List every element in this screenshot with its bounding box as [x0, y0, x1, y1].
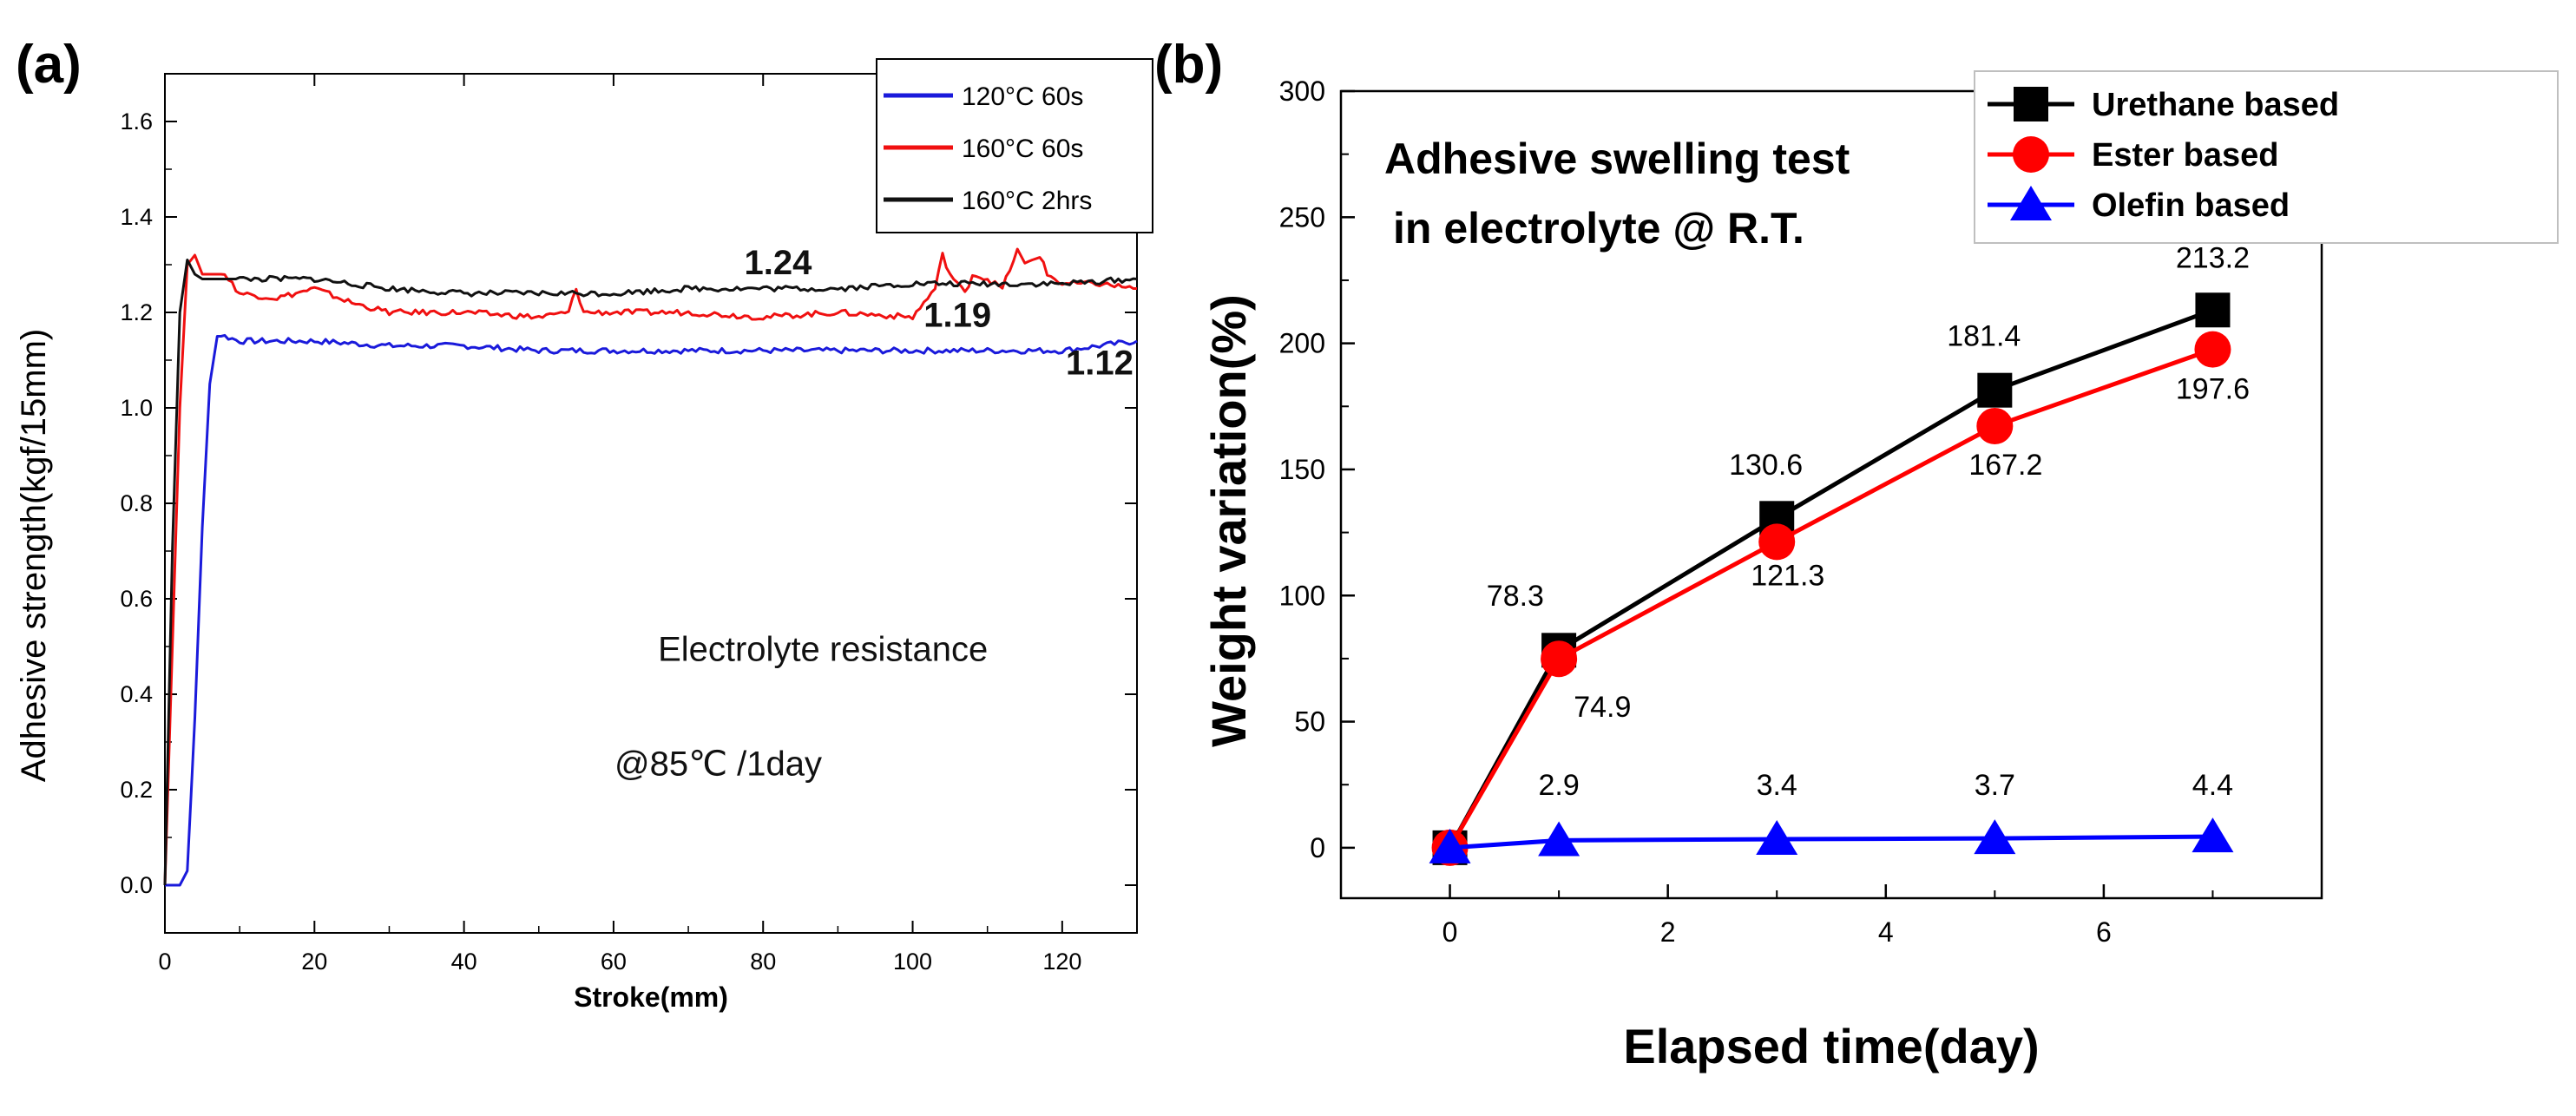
legend-label: Ester based: [2092, 137, 2278, 174]
series-line-2: [163, 259, 1138, 886]
x-tick-label: 120: [1042, 949, 1081, 975]
legend-label: 160°C 60s: [962, 135, 1083, 163]
data-label: 78.3: [1487, 580, 1544, 613]
legend-marker-triangle: [2010, 186, 2052, 220]
olefin-marker: [1756, 819, 1798, 855]
data-label: 3.4: [1757, 769, 1797, 802]
series-line-1: [163, 247, 1137, 886]
panel-label: (b): [1154, 35, 1223, 95]
x-tick-label: 80: [750, 949, 776, 975]
y-tick-label: 50: [1294, 706, 1325, 738]
panel-b-weight-variation-chart: 0 2 4 6 0 50 100 150 200 250 300 Elapsed time(day) W…: [1154, 35, 2559, 1073]
x-tick-label: 20: [301, 949, 327, 975]
legend-marker-circle: [2013, 136, 2049, 173]
urethane-marker: [1977, 372, 2013, 408]
olefin-marker: [2192, 817, 2234, 853]
x-axis-label: Elapsed time(day): [1623, 1019, 2039, 1073]
annotation-note: Electrolyte resistance: [658, 631, 988, 669]
data-label: 197.6: [2176, 373, 2250, 406]
data-label: 2.9: [1538, 769, 1579, 802]
x-tick-label: 60: [601, 949, 627, 975]
annotation-value: 1.12: [1066, 345, 1134, 383]
legend-label: 160°C 2hrs: [962, 187, 1092, 215]
olefin-marker: [1974, 819, 2016, 855]
data-label: 4.4: [2192, 769, 2233, 802]
y-tick-label: 0: [1310, 832, 1325, 863]
y-tick-label: 1.2: [120, 299, 153, 325]
y-tick-label: 0.4: [120, 681, 153, 707]
y-tick-label: 250: [1279, 201, 1325, 233]
legend-marker-square: [2014, 87, 2048, 121]
y-tick-label: 0.6: [120, 586, 153, 612]
panel-a-adhesive-strength-chart: 0 20 40 60 80 100 120 0.0 0.2 0.4 0.6 0.8 1.0 1.2 1.4 1…: [15, 35, 1153, 1013]
legend-label: Urethane based: [2092, 87, 2339, 123]
y-tick-label: 1.6: [120, 108, 153, 135]
plot-frame: [1339, 89, 2323, 900]
y-tick-label: 0.2: [120, 777, 153, 803]
y-tick-label: 1.0: [120, 395, 153, 421]
legend: Urethane based Ester based Olefin based: [1974, 70, 2559, 244]
x-tick-label: 2: [1660, 916, 1676, 948]
y-axis-label: Adhesive strength(kgf/15mm): [15, 329, 53, 782]
x-tick-label: 0: [1442, 916, 1458, 948]
chart-title-line: in electrolyte @ R.T.: [1393, 204, 1804, 253]
panel-label: (a): [16, 35, 82, 95]
data-label: 3.7: [1975, 769, 2015, 802]
data-label: 181.4: [1947, 320, 2021, 353]
ester-marker: [1758, 523, 1796, 561]
x-axis-label: Stroke(mm): [574, 981, 728, 1013]
series-line-0: [165, 333, 1138, 887]
chart-title-line: Adhesive swelling test: [1384, 135, 1850, 183]
data-label: 130.6: [1729, 449, 1803, 482]
data-label: 121.3: [1751, 560, 1824, 593]
y-tick-label: 300: [1279, 75, 1325, 107]
legend-box: [1974, 70, 2559, 244]
x-tick-label: 6: [2096, 916, 2112, 948]
y-tick-label: 150: [1279, 454, 1325, 485]
x-tick-label: 40: [451, 949, 477, 975]
annotation-value: 1.24: [745, 244, 813, 282]
ester-marker: [1976, 407, 2014, 444]
legend: 120°C 60s 160°C 60s 160°C 2hrs: [876, 58, 1153, 233]
y-axis-label: Weight variation(%): [1201, 294, 1256, 747]
annotation-value: 1.19: [923, 297, 991, 335]
legend-label: Olefin based: [2092, 187, 2290, 224]
olefin-marker: [1538, 821, 1580, 857]
y-tick-label: 1.4: [120, 204, 153, 230]
ester-marker: [2194, 331, 2231, 368]
data-label: 167.2: [1968, 449, 2042, 482]
legend-label: 120°C 60s: [962, 82, 1083, 111]
x-tick-label: 4: [1878, 916, 1894, 948]
x-tick-label: 0: [158, 949, 171, 975]
y-tick-label: 100: [1279, 580, 1325, 611]
data-label: 74.9: [1574, 691, 1631, 724]
ester-marker: [1541, 640, 1578, 678]
y-tick-label: 200: [1279, 328, 1325, 359]
urethane-marker: [2195, 292, 2231, 328]
y-tick-label: 0.0: [120, 872, 153, 898]
annotation-note: @85℃ /1day: [614, 745, 822, 784]
y-tick-label: 0.8: [120, 490, 153, 516]
olefin-marker: [1429, 828, 1471, 863]
data-label: 213.2: [2176, 241, 2250, 274]
x-tick-label: 100: [893, 949, 932, 975]
